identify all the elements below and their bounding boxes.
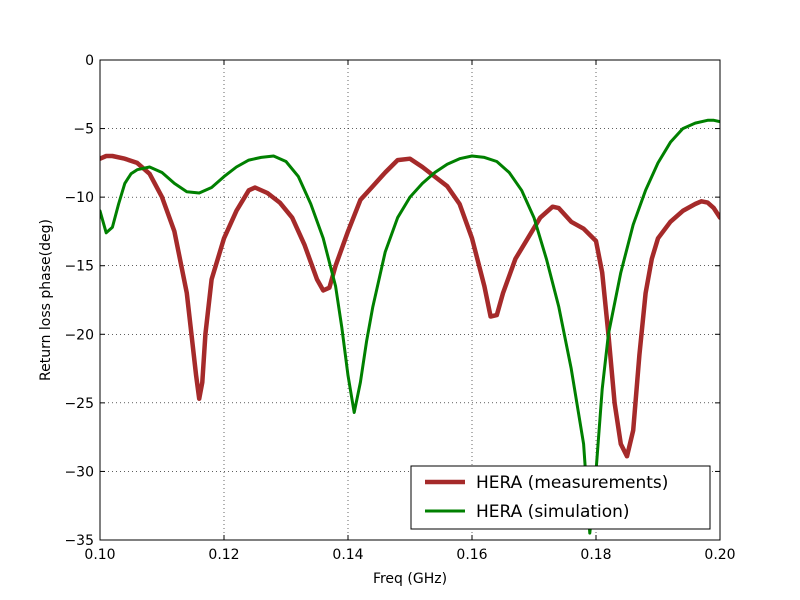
y-axis-label: Return loss phase(deg) [38,219,54,381]
legend-label-simulation: HERA (simulation) [476,502,630,522]
y-tick-label: −25 [64,396,94,412]
x-tick-label: 0.14 [332,547,363,563]
y-tick-label: −5 [73,122,94,138]
y-tick-label: 0 [85,53,94,69]
legend: HERA (measurements) HERA (simulation) [410,465,711,530]
legend-box [410,465,711,530]
x-tick-label: 0.18 [580,547,611,563]
plot-frame [99,59,721,541]
y-tick-label: −10 [64,190,94,206]
x-axis-label: Freq (GHz) [373,571,447,587]
series-line-simulation [100,118,720,535]
x-tick-label: 0.16 [456,547,487,563]
y-tick-label: −35 [64,533,94,549]
x-tick-label: 0.12 [208,547,239,563]
series-line-measurements [100,153,720,459]
y-tick-label: −15 [64,259,94,275]
x-tick-label: 0.20 [704,547,735,563]
series-layer [100,118,720,535]
y-tick-label: −20 [64,327,94,343]
y-tick-label: −30 [64,464,94,480]
x-tick-label: 0.10 [84,547,115,563]
ticks: 0.10 0.12 0.14 0.16 0.18 0.20 0 −5 −10 −15 −20 −25 −… [64,53,735,563]
legend-label-measurements: HERA (measurements) [476,473,668,493]
